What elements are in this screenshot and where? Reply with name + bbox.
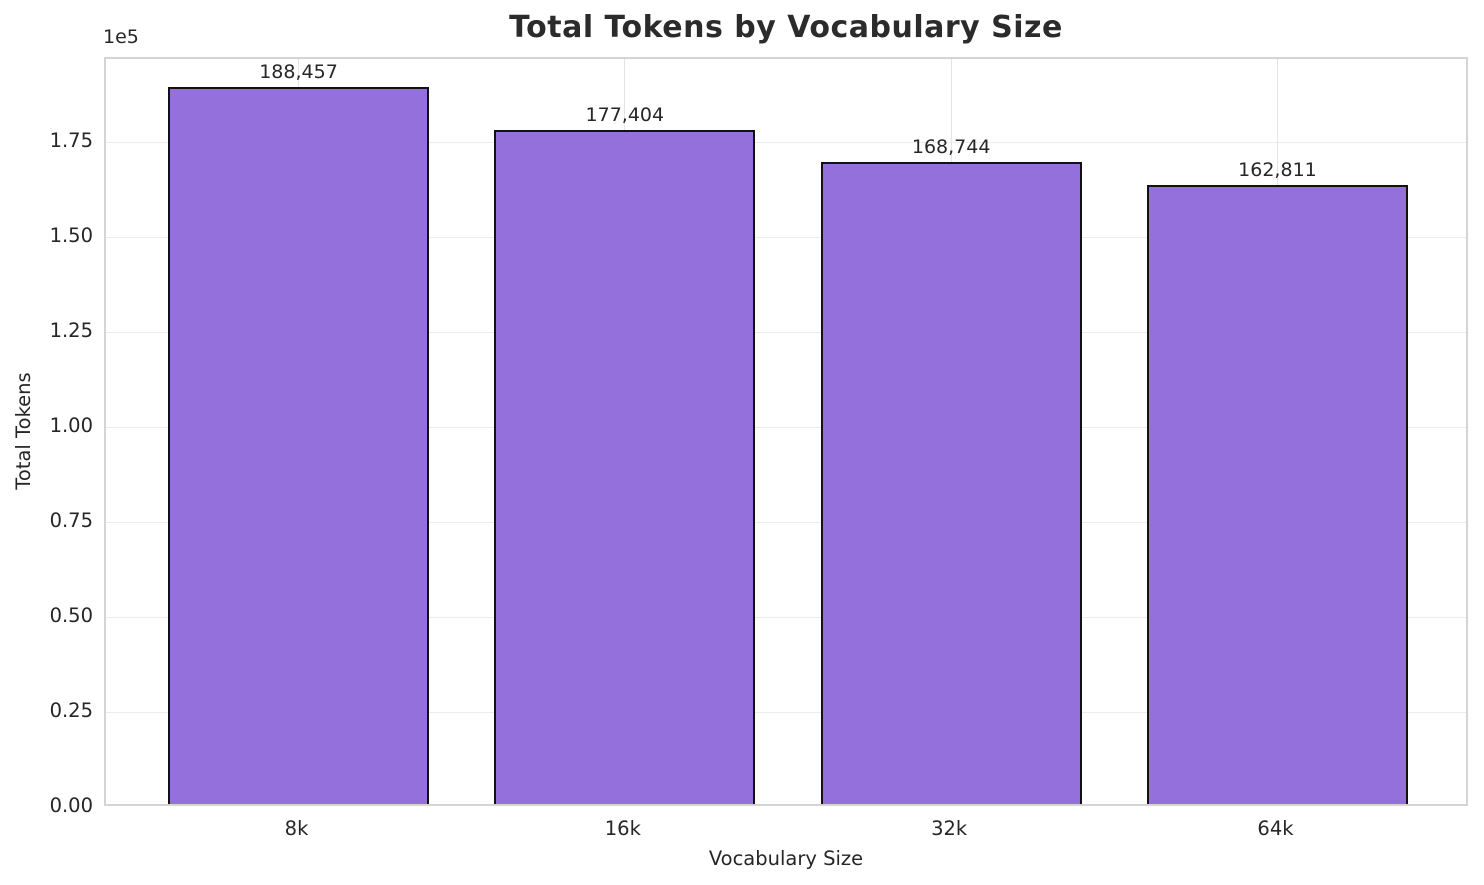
gridline-horizontal <box>106 427 1466 429</box>
bar-value-label: 188,457 <box>259 61 338 84</box>
y-tick-label: 0.25 <box>49 698 93 722</box>
x-tick-label-32k: 32k <box>931 817 968 840</box>
y-tick-label: 1.75 <box>49 128 93 152</box>
gridline-horizontal <box>106 712 1466 714</box>
y-tick-label: 1.00 <box>49 413 93 437</box>
gridline-horizontal <box>106 142 1466 144</box>
x-axis-label: Vocabulary Size <box>708 847 864 870</box>
x-tick-label-64k: 64k <box>1257 817 1294 840</box>
y-tick-label: 1.25 <box>49 318 93 342</box>
x-tick-label-8k: 8k <box>284 817 309 840</box>
gridline-horizontal <box>106 237 1466 239</box>
y-axis-label: Total Tokens <box>12 372 35 490</box>
y-tick-label: 0.75 <box>49 508 93 532</box>
bar-value-label: 162,811 <box>1238 159 1317 181</box>
bar-64k <box>1146 185 1408 804</box>
bar-8k <box>168 87 430 804</box>
y-axis-offset-label: 1e5 <box>103 26 139 48</box>
y-tick-label: 1.50 <box>49 223 93 247</box>
bar-32k <box>820 162 1082 804</box>
bar-16k <box>494 129 756 804</box>
bar-value-label: 177,404 <box>585 103 665 126</box>
gridline-horizontal <box>106 522 1466 524</box>
gridline-horizontal <box>106 332 1466 334</box>
plot-area: 188,457 177,404 168,744 162,811 <box>104 57 1468 806</box>
chart-title: Total Tokens by Vocabulary Size <box>509 10 1063 45</box>
bar-value-label: 168,744 <box>911 136 991 159</box>
gridline-horizontal <box>106 617 1466 619</box>
y-tick-label: 0.00 <box>49 794 93 817</box>
x-tick-label-16k: 16k <box>604 817 641 840</box>
y-tick-label: 0.50 <box>49 603 93 627</box>
